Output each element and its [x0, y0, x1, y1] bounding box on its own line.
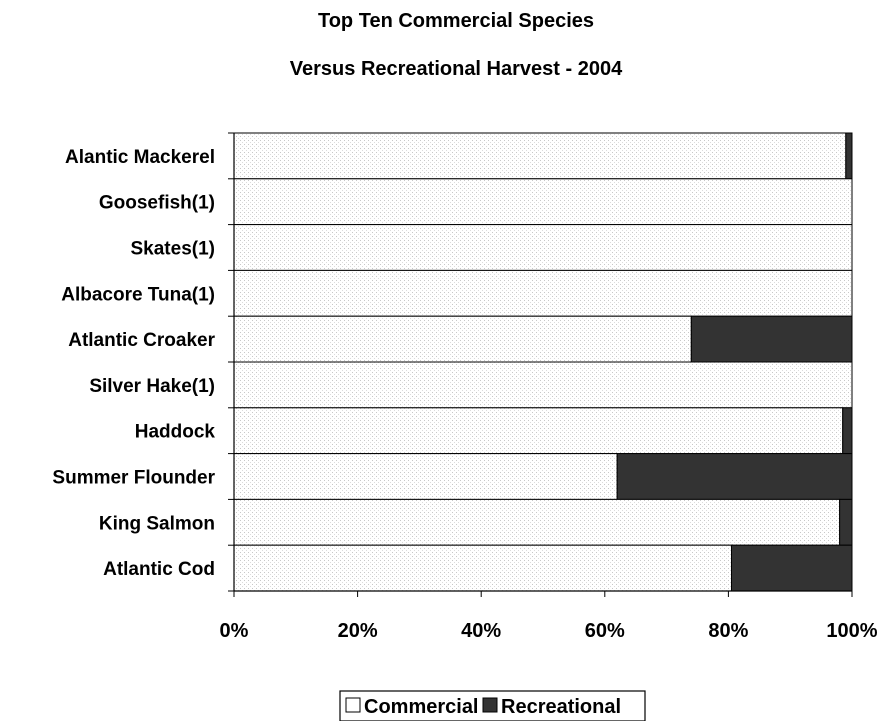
category-label: Atlantic Croaker	[68, 330, 215, 351]
bar-commercial-2	[233, 178, 853, 226]
bar-recreational-5	[690, 315, 853, 363]
axes: Alantic Mackerel Goosefish(1) Skates(1) Alb…	[52, 132, 878, 642]
bar-recreational-8	[616, 453, 853, 500]
bar-commercial-8	[233, 453, 618, 500]
category-label: Silver Hake(1)	[89, 376, 215, 397]
bar-commercial-1	[233, 132, 847, 180]
category-label: Alantic Mackerel	[65, 147, 215, 168]
legend-label-recreational: Recreational	[501, 696, 621, 718]
plot-area	[233, 132, 853, 592]
bar-commercial-7	[233, 407, 844, 455]
category-label: Albacore Tuna(1)	[61, 284, 215, 305]
legend: Commercial Recreational	[339, 690, 646, 721]
x-tick-label: 100%	[826, 620, 877, 642]
bar-commercial-3	[233, 224, 853, 271]
chart-title: Top Ten Commercial Species	[318, 10, 594, 32]
legend-label-commercial: Commercial	[364, 696, 479, 718]
category-label: Haddock	[135, 422, 216, 443]
bar-commercial-10	[233, 544, 732, 592]
x-tick-label: 80%	[708, 620, 748, 642]
x-tick-label: 0%	[220, 620, 249, 642]
bar-recreational-7	[842, 407, 853, 455]
bar-recreational-10	[730, 544, 853, 592]
category-label: Summer Flounder	[52, 468, 215, 489]
bar-commercial-6	[233, 361, 853, 409]
category-label: Skates(1)	[131, 239, 216, 260]
chart-subtitle: Versus Recreational Harvest - 2004	[290, 58, 623, 80]
category-label: Atlantic Cod	[103, 559, 215, 580]
bar-commercial-4	[233, 269, 853, 317]
bar-commercial-9	[233, 498, 841, 546]
legend-swatch-recreational	[482, 697, 498, 713]
x-tick-label: 40%	[461, 620, 501, 642]
x-tick-label: 60%	[585, 620, 625, 642]
legend-swatch-commercial	[345, 697, 361, 713]
bar-commercial-5	[233, 315, 692, 363]
category-label: King Salmon	[99, 513, 215, 534]
category-label: Goosefish(1)	[99, 193, 215, 214]
x-tick-label: 20%	[338, 620, 378, 642]
bar-recreational-1	[845, 132, 853, 180]
bar-recreational-9	[839, 498, 853, 546]
